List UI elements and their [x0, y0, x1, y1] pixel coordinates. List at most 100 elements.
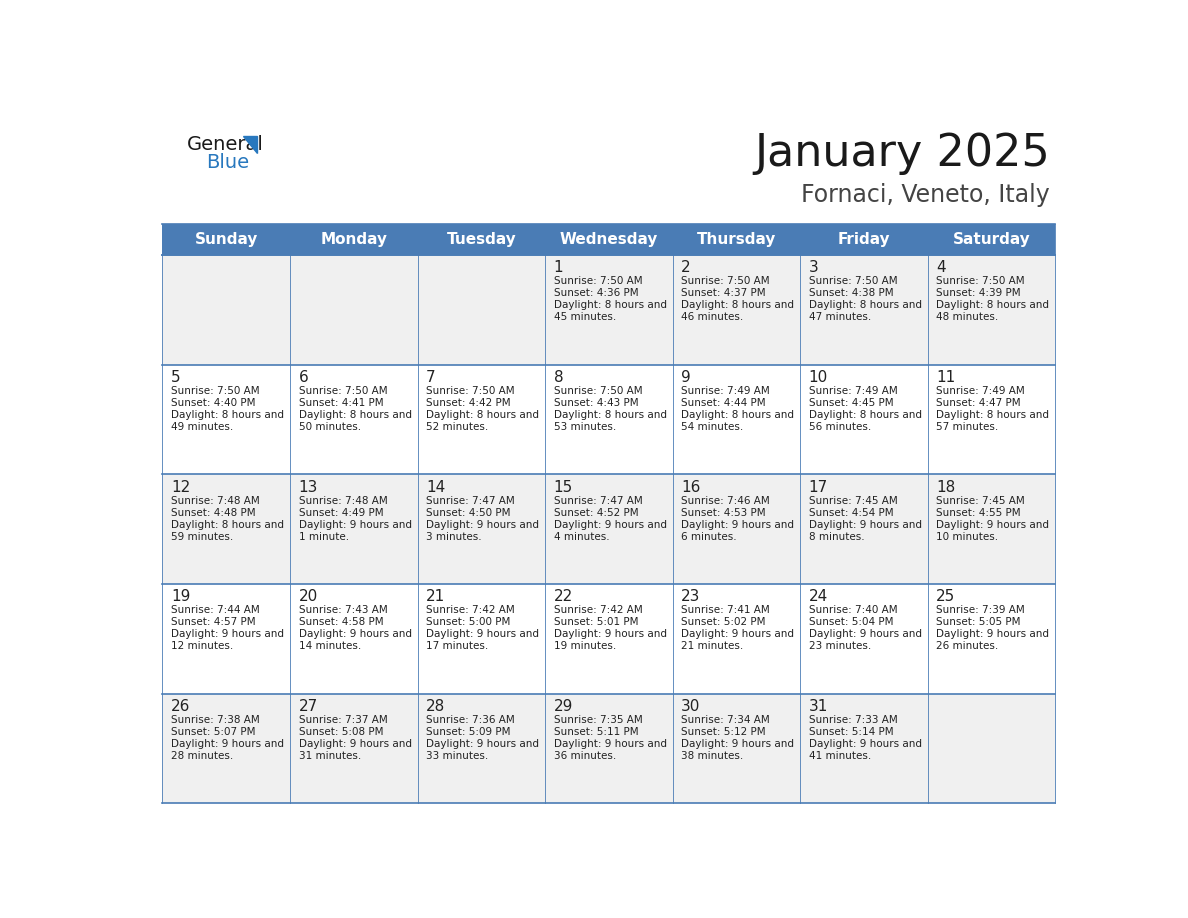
Text: Sunrise: 7:41 AM: Sunrise: 7:41 AM	[681, 606, 770, 615]
Text: Sunset: 5:05 PM: Sunset: 5:05 PM	[936, 618, 1020, 627]
Text: 8 minutes.: 8 minutes.	[809, 532, 865, 542]
Text: 4 minutes.: 4 minutes.	[554, 532, 609, 542]
Text: Monday: Monday	[321, 232, 387, 247]
Text: Daylight: 9 hours and: Daylight: 9 hours and	[298, 739, 411, 749]
FancyBboxPatch shape	[417, 255, 545, 364]
Text: Sunrise: 7:33 AM: Sunrise: 7:33 AM	[809, 715, 897, 725]
Text: 33 minutes.: 33 minutes.	[426, 751, 488, 761]
Text: 1: 1	[554, 261, 563, 275]
Text: 11: 11	[936, 370, 955, 385]
Text: 14: 14	[426, 479, 446, 495]
Text: 12 minutes.: 12 minutes.	[171, 642, 233, 651]
Text: 4: 4	[936, 261, 946, 275]
Text: Sunset: 4:38 PM: Sunset: 4:38 PM	[809, 288, 893, 298]
Text: Fornaci, Veneto, Italy: Fornaci, Veneto, Italy	[801, 184, 1050, 207]
Text: Sunset: 4:58 PM: Sunset: 4:58 PM	[298, 618, 384, 627]
Text: Daylight: 9 hours and: Daylight: 9 hours and	[681, 520, 794, 530]
FancyBboxPatch shape	[801, 584, 928, 693]
Text: Sunset: 4:45 PM: Sunset: 4:45 PM	[809, 398, 893, 409]
Text: Daylight: 9 hours and: Daylight: 9 hours and	[298, 630, 411, 639]
Text: Sunset: 4:44 PM: Sunset: 4:44 PM	[681, 398, 766, 409]
Text: 46 minutes.: 46 minutes.	[681, 312, 744, 322]
FancyBboxPatch shape	[545, 584, 672, 693]
Text: Daylight: 8 hours and: Daylight: 8 hours and	[298, 410, 411, 420]
Text: Daylight: 9 hours and: Daylight: 9 hours and	[809, 520, 922, 530]
Text: 14 minutes.: 14 minutes.	[298, 642, 361, 651]
Text: 27: 27	[298, 699, 317, 714]
Text: Sunset: 4:42 PM: Sunset: 4:42 PM	[426, 398, 511, 409]
Text: Daylight: 9 hours and: Daylight: 9 hours and	[426, 520, 539, 530]
Text: Sunrise: 7:49 AM: Sunrise: 7:49 AM	[681, 386, 770, 397]
Text: 23: 23	[681, 589, 701, 604]
Text: Sunset: 5:14 PM: Sunset: 5:14 PM	[809, 727, 893, 737]
Text: 3: 3	[809, 261, 819, 275]
FancyBboxPatch shape	[290, 255, 417, 364]
Text: Daylight: 8 hours and: Daylight: 8 hours and	[554, 410, 666, 420]
FancyBboxPatch shape	[801, 255, 928, 364]
FancyBboxPatch shape	[417, 475, 545, 584]
FancyBboxPatch shape	[417, 693, 545, 803]
Text: 29: 29	[554, 699, 573, 714]
Text: Sunrise: 7:50 AM: Sunrise: 7:50 AM	[809, 276, 897, 286]
Text: Sunset: 5:02 PM: Sunset: 5:02 PM	[681, 618, 765, 627]
Text: 19: 19	[171, 589, 190, 604]
Text: 57 minutes.: 57 minutes.	[936, 422, 998, 432]
Text: 26: 26	[171, 699, 190, 714]
Text: 53 minutes.: 53 minutes.	[554, 422, 615, 432]
Text: 23 minutes.: 23 minutes.	[809, 642, 871, 651]
FancyBboxPatch shape	[545, 255, 672, 364]
Text: 56 minutes.: 56 minutes.	[809, 422, 871, 432]
FancyBboxPatch shape	[290, 584, 417, 693]
FancyBboxPatch shape	[290, 693, 417, 803]
FancyBboxPatch shape	[801, 693, 928, 803]
Text: Daylight: 9 hours and: Daylight: 9 hours and	[554, 630, 666, 639]
Text: Sunrise: 7:50 AM: Sunrise: 7:50 AM	[171, 386, 260, 397]
Text: 20: 20	[298, 589, 317, 604]
Text: Sunrise: 7:49 AM: Sunrise: 7:49 AM	[809, 386, 897, 397]
Text: Sunset: 4:47 PM: Sunset: 4:47 PM	[936, 398, 1020, 409]
FancyBboxPatch shape	[928, 364, 1055, 475]
Text: 31: 31	[809, 699, 828, 714]
Text: Daylight: 9 hours and: Daylight: 9 hours and	[809, 630, 922, 639]
Text: Daylight: 9 hours and: Daylight: 9 hours and	[554, 520, 666, 530]
Text: 19 minutes.: 19 minutes.	[554, 642, 615, 651]
FancyBboxPatch shape	[672, 693, 801, 803]
Text: 6: 6	[298, 370, 308, 385]
Text: Thursday: Thursday	[696, 232, 776, 247]
Text: 2: 2	[681, 261, 690, 275]
FancyBboxPatch shape	[163, 255, 290, 364]
FancyBboxPatch shape	[801, 475, 928, 584]
Text: Sunset: 5:01 PM: Sunset: 5:01 PM	[554, 618, 638, 627]
Text: Sunset: 4:50 PM: Sunset: 4:50 PM	[426, 508, 511, 518]
Text: Sunset: 5:11 PM: Sunset: 5:11 PM	[554, 727, 638, 737]
Text: 17: 17	[809, 479, 828, 495]
Text: 5: 5	[171, 370, 181, 385]
Text: 49 minutes.: 49 minutes.	[171, 422, 233, 432]
Text: Sunrise: 7:42 AM: Sunrise: 7:42 AM	[554, 606, 643, 615]
Text: Sunday: Sunday	[195, 232, 258, 247]
Text: Daylight: 9 hours and: Daylight: 9 hours and	[171, 739, 284, 749]
Text: Sunrise: 7:43 AM: Sunrise: 7:43 AM	[298, 606, 387, 615]
Text: 50 minutes.: 50 minutes.	[298, 422, 361, 432]
Text: Sunset: 4:41 PM: Sunset: 4:41 PM	[298, 398, 384, 409]
FancyBboxPatch shape	[163, 584, 290, 693]
Text: Sunset: 4:57 PM: Sunset: 4:57 PM	[171, 618, 255, 627]
FancyBboxPatch shape	[672, 364, 801, 475]
Text: Daylight: 9 hours and: Daylight: 9 hours and	[681, 739, 794, 749]
Text: January 2025: January 2025	[754, 131, 1050, 174]
Text: Sunrise: 7:45 AM: Sunrise: 7:45 AM	[936, 496, 1025, 506]
Text: Sunrise: 7:44 AM: Sunrise: 7:44 AM	[171, 606, 260, 615]
Text: Sunrise: 7:36 AM: Sunrise: 7:36 AM	[426, 715, 514, 725]
Text: Sunrise: 7:50 AM: Sunrise: 7:50 AM	[554, 276, 643, 286]
Text: Sunset: 4:36 PM: Sunset: 4:36 PM	[554, 288, 638, 298]
Text: Sunset: 5:04 PM: Sunset: 5:04 PM	[809, 618, 893, 627]
Text: 24: 24	[809, 589, 828, 604]
Text: Sunset: 4:53 PM: Sunset: 4:53 PM	[681, 508, 766, 518]
Text: Blue: Blue	[207, 153, 249, 173]
Text: 38 minutes.: 38 minutes.	[681, 751, 744, 761]
Text: 18: 18	[936, 479, 955, 495]
FancyBboxPatch shape	[545, 693, 672, 803]
Text: 28: 28	[426, 699, 446, 714]
FancyBboxPatch shape	[928, 255, 1055, 364]
Text: Daylight: 9 hours and: Daylight: 9 hours and	[426, 739, 539, 749]
